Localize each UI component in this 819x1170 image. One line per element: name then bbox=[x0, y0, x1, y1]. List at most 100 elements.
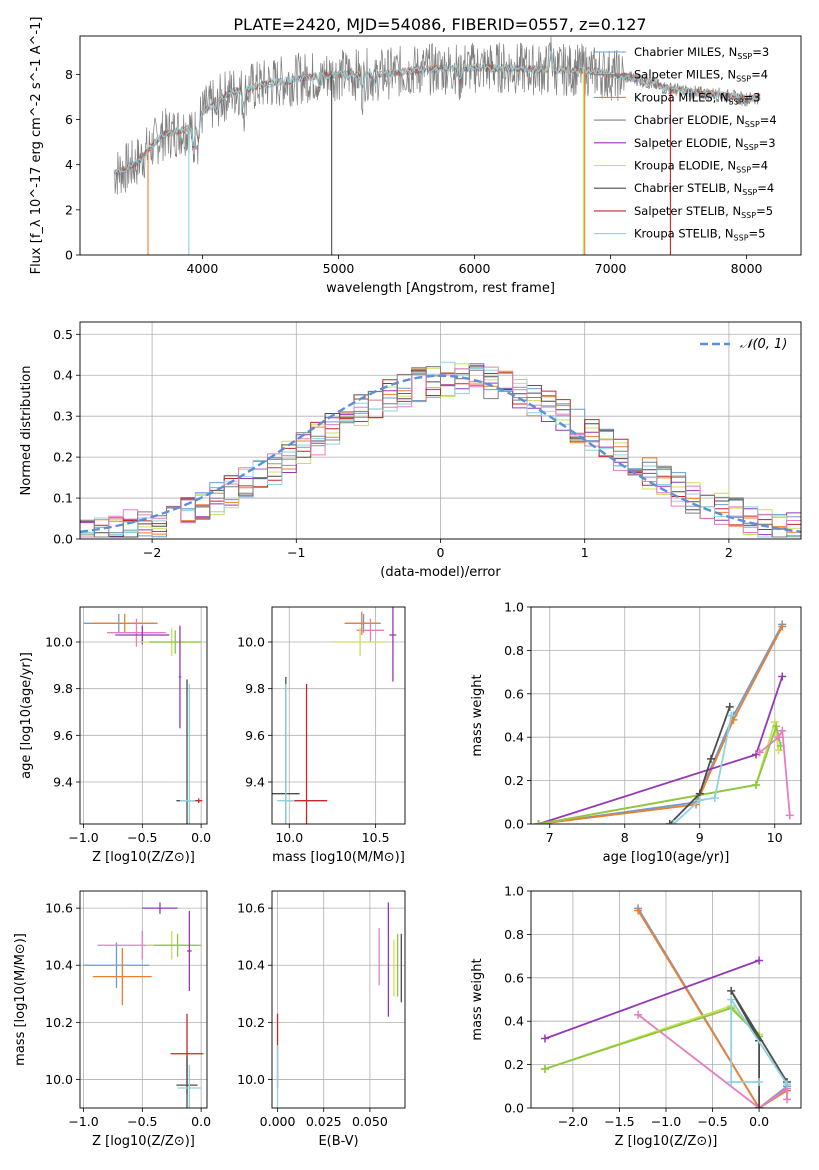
weight-marker bbox=[540, 1064, 549, 1073]
x-tick-label: 8 bbox=[621, 830, 629, 845]
y-tick-label: 0.6 bbox=[504, 970, 524, 985]
legend-subscript: SSP bbox=[741, 211, 756, 220]
legend-subscript: SSP bbox=[736, 166, 751, 175]
axes: −1.0 −0.5 0.0 9.4 9.6 9.8 10.0 Z [log10(Z/Z⊙)] a… bbox=[19, 606, 211, 865]
error-bar-point bbox=[177, 1065, 202, 1108]
weight-series bbox=[540, 956, 764, 1043]
plot-area bbox=[113, 36, 761, 255]
weight-marker bbox=[710, 793, 719, 802]
legend-subscript: SSP bbox=[734, 234, 749, 243]
y-tick-label: 0.8 bbox=[504, 643, 524, 658]
axes-frame bbox=[271, 890, 406, 1109]
legend-value: =4 bbox=[760, 113, 777, 127]
legend-entry: Kroupa STELIB, NSSP=5 bbox=[634, 227, 765, 243]
x-tick-label: 10 bbox=[767, 830, 783, 845]
legend-subscript: SSP bbox=[745, 120, 760, 129]
error-bar-point bbox=[344, 611, 380, 635]
legend-entry: Chabrier MILES, NSSP=3 bbox=[634, 45, 769, 61]
weight-series-line bbox=[544, 1007, 760, 1070]
y-tick-label: 10.0 bbox=[237, 1072, 265, 1087]
legend-value: =3 bbox=[744, 90, 761, 104]
error-bar-point bbox=[91, 614, 158, 633]
grid bbox=[80, 607, 207, 824]
x-tick-label: 0.000 bbox=[260, 1114, 296, 1129]
weight-series-line bbox=[538, 623, 784, 824]
axes: 0.000 0.025 0.050 10.0 10.2 10.4 10.6 E(B-V) bbox=[237, 890, 406, 1149]
y-tick-label: 10.2 bbox=[45, 1015, 73, 1030]
plot-area bbox=[540, 904, 792, 1108]
age-vs-metallicity-panel: −1.0 −0.5 0.0 9.4 9.6 9.8 10.0 Z [log10(Z/Z⊙)] a… bbox=[19, 606, 211, 865]
y-tick-label: 0.0 bbox=[53, 532, 73, 547]
legend-entry: Chabrier ELODIE, NSSP=4 bbox=[634, 113, 777, 129]
y-tick-label: 10.6 bbox=[45, 901, 73, 916]
weight-series-line bbox=[544, 1004, 760, 1070]
x-tick-label: 4000 bbox=[187, 261, 219, 276]
weight-marker bbox=[770, 718, 779, 727]
y-tick-label: 10.0 bbox=[45, 1072, 73, 1087]
weight-series bbox=[755, 726, 794, 820]
error-bar-point bbox=[83, 942, 150, 989]
x-tick-label: 8000 bbox=[731, 261, 763, 276]
legend-value: =3 bbox=[752, 45, 769, 59]
x-tick-label: 2 bbox=[725, 545, 733, 560]
mass-vs-ebv-panel: 0.000 0.025 0.050 10.0 10.2 10.4 10.6 E(B-V) bbox=[237, 890, 406, 1149]
x-tick-label: −1 bbox=[287, 545, 305, 560]
y-tick-label: 9.6 bbox=[53, 728, 73, 743]
weight-marker bbox=[727, 986, 736, 995]
weight-series bbox=[534, 620, 787, 824]
weight-marker bbox=[778, 622, 787, 631]
axes-frame bbox=[79, 321, 802, 540]
weight-marker bbox=[540, 1034, 549, 1043]
weight-marker bbox=[727, 711, 736, 720]
legend-subscript: SSP bbox=[742, 188, 757, 197]
legend-subscript: SSP bbox=[737, 52, 752, 61]
x-tick-label: 7 bbox=[546, 830, 554, 845]
weight-marker bbox=[778, 672, 787, 681]
y-tick-label: 9.4 bbox=[245, 775, 265, 790]
error-bar-point bbox=[334, 628, 386, 656]
legend-entry: Salpeter ELODIE, NSSP=3 bbox=[634, 136, 776, 152]
x-tick-label: 5000 bbox=[323, 261, 355, 276]
legend-value: =4 bbox=[757, 181, 774, 195]
weight-series-line bbox=[637, 910, 788, 1108]
age-vs-mass-panel: 10.0 10.5 9.4 9.6 9.8 10.0 mass [log10(M/M⊙)] bbox=[237, 606, 406, 865]
weight-marker bbox=[695, 796, 704, 805]
y-tick-label: 1.0 bbox=[504, 600, 524, 615]
weight-marker bbox=[755, 1104, 764, 1108]
x-tick-label: −1.5 bbox=[604, 1114, 634, 1129]
error-bar-point bbox=[187, 910, 192, 991]
weight-series bbox=[534, 622, 787, 824]
y-axis-label: mass weight bbox=[470, 958, 485, 1040]
y-tick-label: 1.0 bbox=[504, 884, 524, 899]
y-tick-label: 0.8 bbox=[504, 927, 524, 942]
legend-entry: Salpeter MILES, NSSP=4 bbox=[634, 68, 768, 84]
plot-area bbox=[83, 902, 204, 1108]
weight-series-line bbox=[730, 996, 788, 1085]
x-tick-label: −1.0 bbox=[68, 1114, 98, 1129]
mass-weight-vs-age-panel: 7 8 9 10 0.0 0.2 0.4 0.6 0.8 1.0 age [log10(age/yr… bbox=[470, 600, 802, 865]
y-tick-label: 0.2 bbox=[504, 1057, 524, 1072]
grid bbox=[272, 607, 405, 824]
axes: 7 8 9 10 0.0 0.2 0.4 0.6 0.8 1.0 age [log10(age/yr… bbox=[470, 600, 802, 865]
x-tick-label: 0.025 bbox=[306, 1114, 342, 1129]
legend-subscript: SSP bbox=[729, 97, 744, 106]
y-tick-label: 0.4 bbox=[53, 368, 73, 383]
y-tick-label: 6 bbox=[65, 112, 73, 127]
legend-value: =4 bbox=[751, 68, 768, 82]
x-axis-label: Z [log10(Z/Z⊙)] bbox=[615, 1134, 718, 1149]
weight-marker bbox=[707, 754, 715, 763]
grid bbox=[272, 891, 405, 1108]
x-axis-label: Z [log10(Z/Z⊙)] bbox=[92, 850, 195, 865]
legend: 𝒩(0, 1) bbox=[700, 337, 787, 352]
y-tick-label: 9.8 bbox=[245, 681, 265, 696]
error-bar-point bbox=[154, 933, 202, 957]
weight-marker bbox=[727, 995, 736, 1004]
y-tick-label: 10.0 bbox=[237, 635, 265, 650]
x-tick-label: −0.5 bbox=[697, 1114, 727, 1129]
plot-area bbox=[83, 614, 203, 824]
y-tick-label: 9.6 bbox=[245, 728, 265, 743]
y-axis-label: Flux [f_λ 10^-17 erg cm^-2 s^-1 A^-1] bbox=[29, 17, 44, 275]
error-bar-point bbox=[92, 948, 152, 1006]
x-axis-label: E(B-V) bbox=[318, 1134, 358, 1149]
